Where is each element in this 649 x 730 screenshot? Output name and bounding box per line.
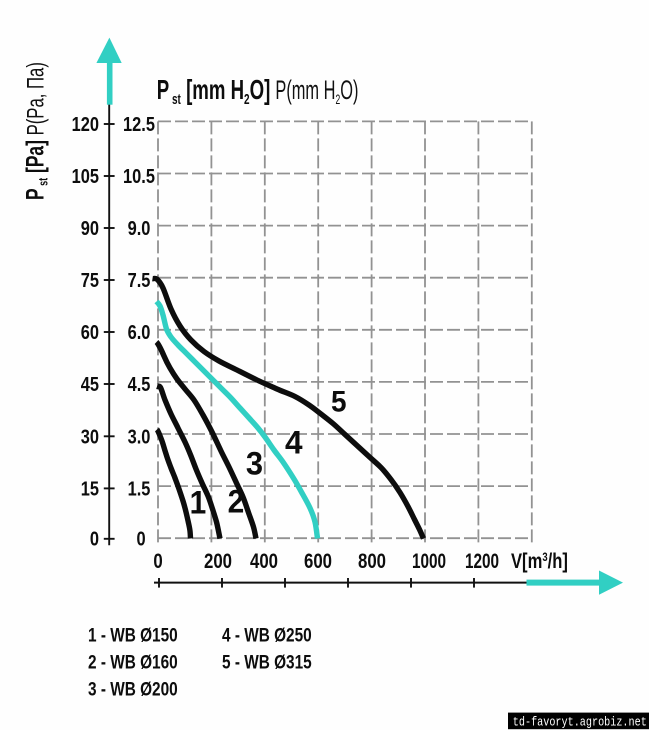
svg-text:800: 800 xyxy=(358,550,386,573)
svg-text:60: 60 xyxy=(81,320,99,343)
svg-text:90: 90 xyxy=(81,216,99,239)
svg-text:9.0: 9.0 xyxy=(128,216,151,239)
svg-text:15: 15 xyxy=(81,477,99,500)
svg-text:10.5: 10.5 xyxy=(123,164,155,187)
svg-text:45: 45 xyxy=(81,372,99,395)
svg-text:400: 400 xyxy=(250,550,278,573)
svg-text:3.0: 3.0 xyxy=(128,425,151,448)
svg-text:600: 600 xyxy=(304,550,332,573)
svg-text:200: 200 xyxy=(204,550,232,573)
svg-text:6.0: 6.0 xyxy=(128,320,151,343)
svg-text:120: 120 xyxy=(72,112,99,135)
svg-text:12.5: 12.5 xyxy=(123,112,155,135)
svg-text:0: 0 xyxy=(153,550,162,573)
svg-text:V[m3/h]: V[m3/h] xyxy=(511,550,568,573)
svg-text:1 - WB Ø150: 1 - WB Ø150 xyxy=(88,624,178,646)
svg-text:5: 5 xyxy=(331,386,347,419)
svg-text:4 - WB Ø250: 4 - WB Ø250 xyxy=(222,624,312,646)
svg-text:1000: 1000 xyxy=(412,549,446,573)
svg-text:1: 1 xyxy=(190,484,207,520)
svg-text:P(mm H2O): P(mm H2O) xyxy=(275,75,358,108)
svg-text:105: 105 xyxy=(72,164,99,187)
svg-text:7.5: 7.5 xyxy=(128,268,151,291)
svg-text:P st [Pa] P(Pa, Па): P st [Pa] P(Pa, Па) xyxy=(21,62,51,200)
svg-text:1200: 1200 xyxy=(465,549,499,573)
svg-text:2: 2 xyxy=(228,483,245,519)
svg-text:75: 75 xyxy=(81,268,99,291)
svg-text:30: 30 xyxy=(81,425,99,448)
svg-text:5 - WB Ø315: 5 - WB Ø315 xyxy=(222,651,312,673)
svg-text:0: 0 xyxy=(90,527,99,550)
svg-text:4: 4 xyxy=(285,424,303,461)
svg-text:1.5: 1.5 xyxy=(128,477,151,500)
svg-text:3 - WB Ø200: 3 - WB Ø200 xyxy=(88,678,178,700)
svg-text:td-favoryt.agrobiz.net: td-favoryt.agrobiz.net xyxy=(513,715,647,730)
svg-text:2 - WB Ø160: 2 - WB Ø160 xyxy=(88,651,178,673)
svg-text:4.5: 4.5 xyxy=(128,372,151,395)
svg-text:0: 0 xyxy=(136,527,145,550)
svg-text:3: 3 xyxy=(246,445,263,482)
